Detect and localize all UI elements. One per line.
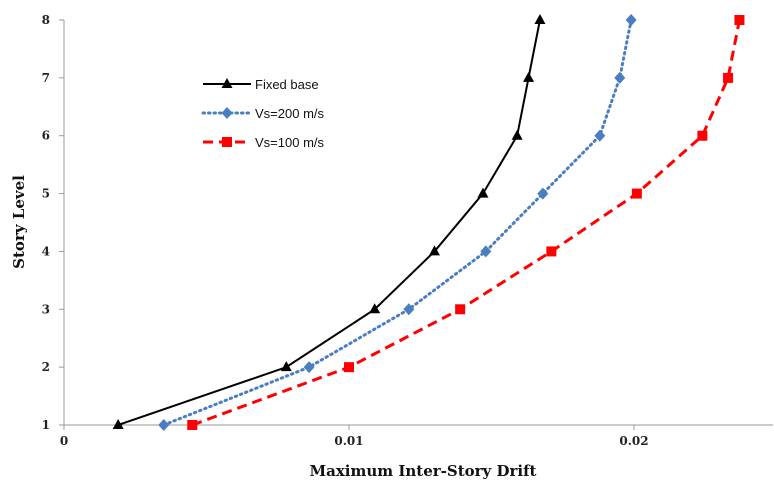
data-point [537, 187, 549, 200]
legend-marker [221, 78, 233, 88]
data-point [594, 129, 606, 142]
x-tick-label: 0.01 [334, 434, 363, 448]
data-point [403, 303, 415, 316]
legend-label: Vs=100 m/s [255, 135, 325, 150]
data-point [723, 72, 734, 83]
tick-labels: 1 2 3 4 5 6 7 8 0 0.01 0.02 [42, 13, 649, 448]
legend: Fixed base Vs=200 m/s Vs=100 m/s [201, 77, 325, 150]
data-point [303, 361, 315, 374]
data-point [477, 187, 489, 198]
legend-label: Vs=200 m/s [255, 106, 325, 121]
x-axis-title: Maximum Inter-Story Drift [310, 462, 537, 480]
data-point [429, 245, 440, 256]
y-tick-label: 6 [42, 129, 50, 143]
legend-item-1: Vs=200 m/s [201, 106, 325, 121]
series-2 [187, 15, 745, 430]
data-point [455, 304, 466, 315]
y-tick-label: 2 [42, 360, 50, 374]
series-line [117, 19, 541, 426]
series-0 [112, 14, 546, 429]
data-point [523, 71, 535, 82]
data-point [534, 14, 546, 24]
data-point [734, 15, 745, 25]
y-tick-label: 5 [42, 187, 50, 201]
data-point [625, 14, 637, 26]
series-line [191, 19, 741, 427]
data-point [112, 419, 124, 429]
legend-marker [221, 107, 233, 119]
legend-item-2: Vs=100 m/s [203, 135, 325, 150]
legend-label: Fixed base [255, 77, 319, 92]
x-tick-label: 0.02 [619, 434, 648, 448]
y-tick-label: 4 [42, 244, 50, 258]
y-tick-label: 7 [42, 71, 50, 85]
data-point [614, 71, 626, 84]
series-1 [158, 14, 637, 431]
data-point [546, 246, 557, 257]
data-point [344, 362, 354, 373]
series-group [112, 14, 745, 431]
y-tick-label: 1 [42, 418, 50, 432]
series-line [162, 18, 633, 427]
data-point [631, 188, 642, 199]
y-tick-label: 8 [42, 13, 50, 27]
legend-marker [222, 137, 232, 147]
data-point [158, 419, 170, 431]
y-axis-title: Story Level [10, 175, 28, 269]
data-point [187, 420, 198, 430]
data-point [369, 303, 381, 314]
data-point [280, 361, 292, 372]
data-point [697, 130, 708, 141]
x-tick-label: 0 [60, 434, 68, 448]
data-point [480, 245, 492, 258]
data-point [511, 129, 523, 140]
y-tick-label: 3 [42, 302, 50, 316]
legend-item-0: Fixed base [203, 77, 319, 92]
axes [63, 20, 773, 426]
